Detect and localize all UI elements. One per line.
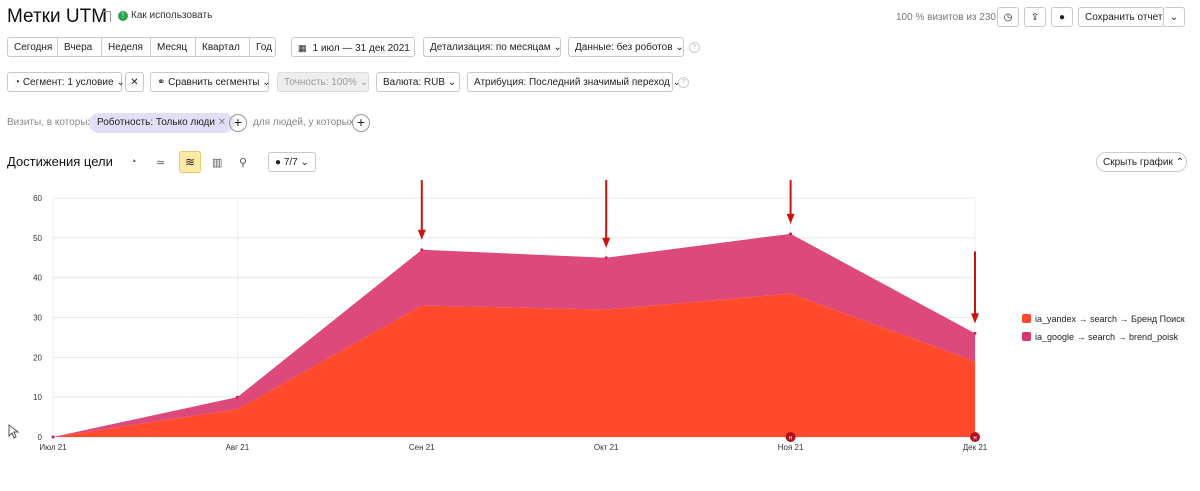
add-visit-condition-button[interactable]: +: [229, 114, 247, 132]
data-point: [973, 331, 977, 335]
x-tick-label: Ноя 21: [778, 443, 804, 452]
arrow-head: [786, 213, 795, 224]
data-point: [235, 395, 239, 399]
attribution-help-icon[interactable]: ?: [678, 77, 689, 88]
close-icon[interactable]: ✕: [217, 117, 227, 128]
accuracy-select[interactable]: Точность: 100% ⌄: [277, 72, 369, 92]
save-report-button[interactable]: Сохранить отчет: [1078, 7, 1164, 27]
history-button[interactable]: ◷: [997, 7, 1019, 27]
annotation-arrow: [971, 251, 979, 324]
add-people-condition-button[interactable]: +: [352, 114, 370, 132]
line-chart-icon[interactable]: ≃: [156, 157, 166, 169]
compare-icon: ⚭: [157, 77, 166, 88]
event-marker: н: [785, 432, 796, 442]
period-today[interactable]: Сегодня: [7, 37, 58, 57]
arrow-head: [602, 237, 611, 248]
page-title: Метки UTM: [7, 6, 108, 27]
annotation-arrow: [602, 180, 611, 248]
arrow-head: [417, 229, 426, 240]
y-tick-label: 60: [33, 194, 42, 203]
segment-select[interactable]: ◔ Сегмент: 1 условие ⌄: [7, 72, 125, 92]
x-tick-label: Авг 21: [226, 443, 250, 452]
compare-segments-button[interactable]: ⚭ Сравнить сегменты ⌄: [150, 72, 271, 92]
arrow-head: [971, 313, 979, 324]
calendar-icon: ▦: [298, 43, 307, 53]
help-icon[interactable]: ?: [689, 42, 700, 53]
area-chart-icon[interactable]: ≋: [179, 151, 201, 173]
y-tick-label: 0: [38, 433, 43, 442]
x-tick-label: Сен 21: [409, 443, 435, 452]
area-series-0: [53, 293, 975, 437]
currency-select[interactable]: Валюта: RUB ⌄: [376, 72, 460, 92]
goals-select[interactable]: ● 7/7 ⌄: [268, 152, 316, 172]
data-robots-select[interactable]: Данные: без роботов ⌄: [568, 37, 684, 57]
y-tick-label: 40: [33, 274, 42, 283]
y-tick-label: 20: [33, 353, 42, 362]
legend-item-yandex[interactable]: ia_yandex → search → Бренд Поиск: [1022, 314, 1185, 324]
howto-link[interactable]: ! Как использовать: [118, 10, 212, 21]
hide-chart-button[interactable]: Скрыть график ⌃: [1096, 152, 1187, 172]
marker-label: н: [789, 436, 792, 442]
save-options-button[interactable]: ⌄: [1163, 7, 1185, 27]
x-tick-label: Июл 21: [39, 443, 67, 452]
area-series-1: [53, 233, 975, 437]
y-tick-label: 30: [33, 314, 42, 323]
checkbox-icon[interactable]: [1022, 332, 1031, 341]
period-yesterday[interactable]: Вчера: [57, 37, 102, 57]
info-icon: !: [118, 11, 128, 21]
marker-label: н: [973, 436, 976, 442]
marker-dot: [970, 432, 980, 442]
mouse-cursor-icon: [8, 424, 20, 439]
close-icon: ✕: [130, 77, 139, 88]
visits-where-label: Визиты, в которых: [7, 117, 93, 128]
bookmark-icon[interactable]: [103, 11, 111, 22]
detail-select[interactable]: Детализация: по месяцам ⌄: [423, 37, 562, 57]
visits-share: 100 % визитов из 230: [896, 12, 996, 23]
data-point: [420, 248, 424, 252]
annotation-arrow: [786, 180, 795, 224]
attribution-select[interactable]: Атрибуция: Последний значимый переход ⌄: [467, 72, 681, 92]
pie-chart-icon[interactable]: ◔: [130, 156, 137, 168]
clock-icon: ◷: [1003, 12, 1013, 23]
event-marker: н: [970, 432, 980, 442]
x-tick-label: Окт 21: [594, 443, 619, 452]
chevron-down-icon: ⌄: [1169, 12, 1179, 23]
period-year[interactable]: Год: [249, 37, 276, 57]
checkbox-icon[interactable]: [1022, 314, 1031, 323]
clear-segment-button[interactable]: ✕: [125, 72, 144, 92]
bar-chart-icon[interactable]: ▥: [212, 157, 223, 169]
y-tick-label: 50: [33, 234, 42, 243]
segment-icon: ◔: [14, 77, 21, 88]
upload-icon: ⇪: [1030, 12, 1040, 23]
annotation-arrow: [417, 180, 426, 240]
data-point: [604, 256, 608, 260]
period-month[interactable]: Месяц: [150, 37, 196, 57]
robots-filter-chip[interactable]: Роботность: Только люди ✕: [89, 113, 235, 133]
period-quarter[interactable]: Квартал: [195, 37, 250, 57]
x-tick-label: Дек 21: [963, 443, 988, 452]
data-point: [51, 435, 55, 439]
marker-dot: [785, 432, 796, 442]
date-range-picker[interactable]: ▦ 1 июл — 31 дек 2021: [291, 37, 415, 57]
export-button[interactable]: ⇪: [1024, 7, 1046, 27]
y-tick-label: 10: [33, 393, 42, 402]
people-where-label: для людей, у которых: [253, 117, 354, 128]
share-button[interactable]: ●: [1051, 7, 1073, 27]
legend-item-google[interactable]: ia_google → search → brend_poisk: [1022, 332, 1178, 342]
goals-chart: 0 10 20 30 40 50 60 Июл 21 Авг 21 Сен 21 Окт 21 Но…: [33, 180, 988, 452]
map-icon[interactable]: ⚲: [239, 157, 248, 169]
share-icon: ●: [1058, 12, 1066, 23]
data-point: [789, 232, 793, 236]
period-week[interactable]: Неделя: [101, 37, 151, 57]
comment-icon: ●: [275, 157, 282, 168]
chart-title: Достижения цели: [7, 154, 113, 169]
